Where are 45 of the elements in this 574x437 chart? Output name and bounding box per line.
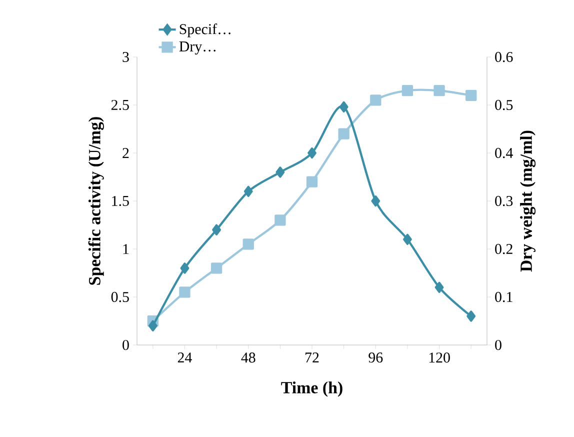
x-tick-label: 24 xyxy=(178,352,192,362)
point xyxy=(148,320,158,332)
y2-tick-label: 0.2 xyxy=(495,244,512,254)
x-tick-label: 120 xyxy=(429,352,450,363)
y2-tick-label: 0.3 xyxy=(495,196,513,206)
point xyxy=(466,310,476,322)
point xyxy=(402,85,414,96)
point xyxy=(339,101,348,112)
x-tick-label: 72 xyxy=(306,352,319,362)
y-tick-label: 2.5 xyxy=(111,100,129,110)
point xyxy=(306,176,318,188)
point xyxy=(403,234,412,245)
point xyxy=(180,262,190,274)
point xyxy=(212,224,222,236)
y2-tick-label: 0.6 xyxy=(495,52,513,62)
point xyxy=(434,282,444,293)
point xyxy=(308,147,316,159)
y2-tick-label: 0.5 xyxy=(495,100,513,110)
y2-tick-label: 0.1 xyxy=(495,292,512,302)
point xyxy=(370,94,382,106)
point xyxy=(466,90,477,101)
y-tick-label: 3 xyxy=(122,52,129,62)
legend-label: Specif… xyxy=(180,24,230,38)
x-tick-label: 96 xyxy=(368,352,383,363)
point xyxy=(338,128,350,140)
x-tick-label: 48 xyxy=(241,352,256,363)
y-tick-label: 0 xyxy=(122,340,129,350)
point xyxy=(276,166,285,178)
legend-label: Dry… xyxy=(179,42,216,55)
point xyxy=(210,262,222,274)
y-tick-label: 2 xyxy=(122,148,129,158)
point xyxy=(371,195,380,207)
point xyxy=(434,85,445,96)
y2-tick-label: 0.4 xyxy=(495,148,513,158)
point xyxy=(244,186,253,197)
y-axis-title: Specific activity (U/mg) xyxy=(88,117,104,285)
point xyxy=(242,238,254,250)
y2-axis-title: Dry weight (mg/ml) xyxy=(520,130,536,272)
y-tick-label: 1.5 xyxy=(112,196,129,206)
x-axis-title: Time (h) xyxy=(281,381,342,397)
y-tick-label: 1 xyxy=(123,244,129,254)
point xyxy=(274,214,286,226)
point xyxy=(179,286,190,298)
y-tick-label: 0.5 xyxy=(111,292,129,302)
y2-tick-label: 0 xyxy=(495,340,502,350)
